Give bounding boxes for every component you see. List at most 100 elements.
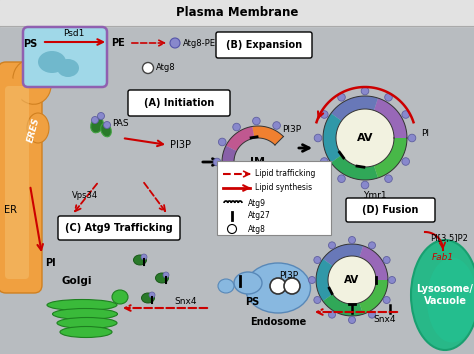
Polygon shape xyxy=(222,145,237,178)
Text: Atg8-PE: Atg8-PE xyxy=(183,39,216,47)
Circle shape xyxy=(284,278,300,294)
Polygon shape xyxy=(374,138,407,178)
Circle shape xyxy=(361,87,369,95)
Polygon shape xyxy=(316,259,333,301)
Circle shape xyxy=(219,138,226,146)
Text: PI3P: PI3P xyxy=(282,126,301,135)
Text: AV: AV xyxy=(357,133,373,143)
FancyBboxPatch shape xyxy=(346,198,435,222)
Circle shape xyxy=(383,297,390,303)
Text: PI[3,5]P2: PI[3,5]P2 xyxy=(430,234,468,242)
FancyBboxPatch shape xyxy=(216,32,312,58)
Text: Atg27: Atg27 xyxy=(248,211,271,221)
Circle shape xyxy=(170,38,180,48)
Circle shape xyxy=(328,256,376,304)
Circle shape xyxy=(328,242,336,249)
Ellipse shape xyxy=(0,78,22,113)
Circle shape xyxy=(348,236,356,244)
Bar xyxy=(0,0,474,26)
Text: PS: PS xyxy=(23,39,37,49)
Text: Plasma Membrane: Plasma Membrane xyxy=(176,6,298,19)
Polygon shape xyxy=(323,113,342,163)
Ellipse shape xyxy=(234,272,262,294)
Text: IM: IM xyxy=(250,157,265,167)
FancyBboxPatch shape xyxy=(23,27,107,87)
Ellipse shape xyxy=(3,145,41,195)
Circle shape xyxy=(320,158,328,165)
Circle shape xyxy=(361,181,369,189)
Circle shape xyxy=(103,121,110,129)
Text: Lipid synthesis: Lipid synthesis xyxy=(255,183,312,193)
Circle shape xyxy=(348,316,356,324)
FancyBboxPatch shape xyxy=(217,161,331,235)
Circle shape xyxy=(402,111,410,118)
Circle shape xyxy=(213,158,221,166)
Ellipse shape xyxy=(47,299,117,310)
Ellipse shape xyxy=(91,117,103,133)
Polygon shape xyxy=(226,126,254,151)
Ellipse shape xyxy=(57,59,79,77)
Text: Lipid trafficking: Lipid trafficking xyxy=(255,170,315,178)
Ellipse shape xyxy=(246,263,310,313)
Text: ER: ER xyxy=(4,205,17,215)
Polygon shape xyxy=(359,246,388,280)
Ellipse shape xyxy=(218,279,234,293)
Ellipse shape xyxy=(53,308,118,320)
Circle shape xyxy=(408,134,416,142)
Polygon shape xyxy=(323,244,363,266)
Circle shape xyxy=(273,122,281,129)
Text: Snx4: Snx4 xyxy=(374,315,396,325)
Circle shape xyxy=(385,175,392,183)
Text: Atg8: Atg8 xyxy=(248,224,266,234)
FancyBboxPatch shape xyxy=(5,86,29,279)
Ellipse shape xyxy=(155,273,168,283)
Polygon shape xyxy=(252,126,283,145)
Circle shape xyxy=(233,123,240,131)
Circle shape xyxy=(309,276,316,284)
Circle shape xyxy=(328,311,336,318)
Circle shape xyxy=(314,257,321,263)
Text: Psd1: Psd1 xyxy=(64,29,85,38)
Text: PI: PI xyxy=(421,129,429,137)
Circle shape xyxy=(141,254,147,260)
Circle shape xyxy=(314,134,322,142)
Circle shape xyxy=(270,278,286,294)
Circle shape xyxy=(385,93,392,101)
Text: (D) Fusion: (D) Fusion xyxy=(362,205,418,215)
Circle shape xyxy=(233,193,240,201)
Polygon shape xyxy=(331,96,378,121)
Text: (A) Initiation: (A) Initiation xyxy=(144,98,214,108)
FancyBboxPatch shape xyxy=(0,62,42,293)
Text: Vps34: Vps34 xyxy=(72,190,98,200)
Ellipse shape xyxy=(60,326,112,337)
Text: ERES: ERES xyxy=(27,116,42,143)
Ellipse shape xyxy=(57,318,117,329)
Polygon shape xyxy=(226,173,254,198)
Circle shape xyxy=(383,257,390,263)
Text: Snx4: Snx4 xyxy=(175,297,197,307)
Circle shape xyxy=(228,224,237,234)
Text: Endosome: Endosome xyxy=(250,317,306,327)
Circle shape xyxy=(337,175,345,183)
Text: Fab1: Fab1 xyxy=(432,253,454,263)
Ellipse shape xyxy=(427,257,474,343)
Text: Golgi: Golgi xyxy=(62,276,92,286)
Text: PI3P: PI3P xyxy=(279,270,298,280)
Text: Atg9: Atg9 xyxy=(248,199,266,207)
Circle shape xyxy=(253,199,260,207)
Circle shape xyxy=(320,111,328,118)
Circle shape xyxy=(163,272,169,278)
Ellipse shape xyxy=(4,212,40,268)
Circle shape xyxy=(389,276,395,284)
Circle shape xyxy=(91,116,99,124)
Ellipse shape xyxy=(38,51,66,73)
Polygon shape xyxy=(323,294,363,316)
Ellipse shape xyxy=(13,60,51,104)
Text: PI3P: PI3P xyxy=(170,140,191,150)
Circle shape xyxy=(337,93,345,101)
Polygon shape xyxy=(359,280,388,314)
Ellipse shape xyxy=(142,293,155,303)
Text: PAS: PAS xyxy=(112,119,128,127)
Circle shape xyxy=(149,292,155,298)
Ellipse shape xyxy=(134,255,146,265)
